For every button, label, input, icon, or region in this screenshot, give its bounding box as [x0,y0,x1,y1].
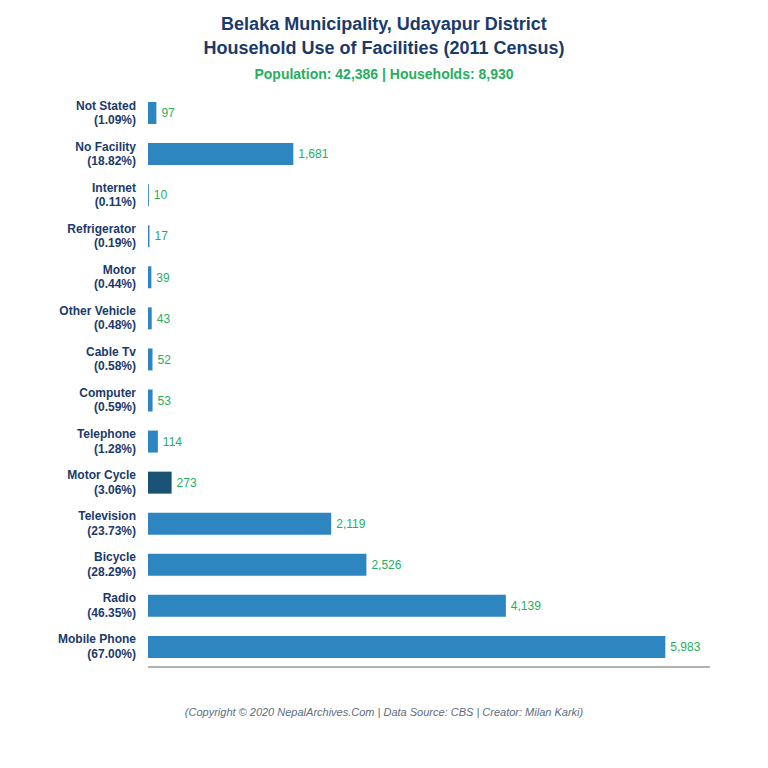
svg-text:2,119: 2,119 [336,517,365,531]
svg-text:43: 43 [157,312,171,326]
svg-text:39: 39 [156,271,170,285]
svg-text:Cable Tv(0.58%): Cable Tv(0.58%) [86,345,136,373]
svg-text:Not Stated(1.09%): Not Stated(1.09%) [76,99,136,127]
svg-text:No Facility(18.82%): No Facility(18.82%) [75,140,136,168]
svg-text:Motor(0.44%): Motor(0.44%) [94,263,136,291]
svg-text:Bicycle(28.29%): Bicycle(28.29%) [87,550,136,578]
svg-text:Television(23.73%): Television(23.73%) [78,509,136,537]
svg-text:5,983: 5,983 [670,640,700,654]
svg-text:Telephone(1.28%): Telephone(1.28%) [77,427,136,455]
svg-text:17: 17 [154,229,168,243]
svg-text:1,681: 1,681 [298,147,328,161]
svg-text:52: 52 [157,353,171,367]
svg-text:Mobile Phone(67.00%): Mobile Phone(67.00%) [58,632,136,660]
svg-text:Computer(0.59%): Computer(0.59%) [79,386,136,414]
svg-text:Internet(0.11%): Internet(0.11%) [92,181,136,209]
svg-text:Radio(46.35%): Radio(46.35%) [87,591,136,619]
svg-text:2,526: 2,526 [371,558,401,572]
svg-text:Other Vehicle(0.48%): Other Vehicle(0.48%) [59,304,136,332]
svg-text:Refrigerator(0.19%): Refrigerator(0.19%) [67,222,136,250]
svg-text:Motor Cycle(3.06%): Motor Cycle(3.06%) [67,468,136,496]
svg-text:97: 97 [161,106,175,120]
svg-text:273: 273 [177,476,197,490]
html-text:Belaka Municipality, Udayapur: Belaka Municipality, Udayapur District [221,14,547,34]
svg-text:10: 10 [154,188,168,202]
svg-text:4,139: 4,139 [511,599,541,613]
svg-text:53: 53 [158,394,172,408]
html-text:Household Use of Facilities (2: Household Use of Facilities (2011 Census… [203,38,565,58]
html-text:(Copyright © 2020 NepalArchive: (Copyright © 2020 NepalArchives.Com | Da… [184,706,584,718]
html-text:Population: 42,386 | Household: Population: 42,386 | Households: 8,930 [254,66,514,82]
svg-text:114: 114 [163,435,182,449]
